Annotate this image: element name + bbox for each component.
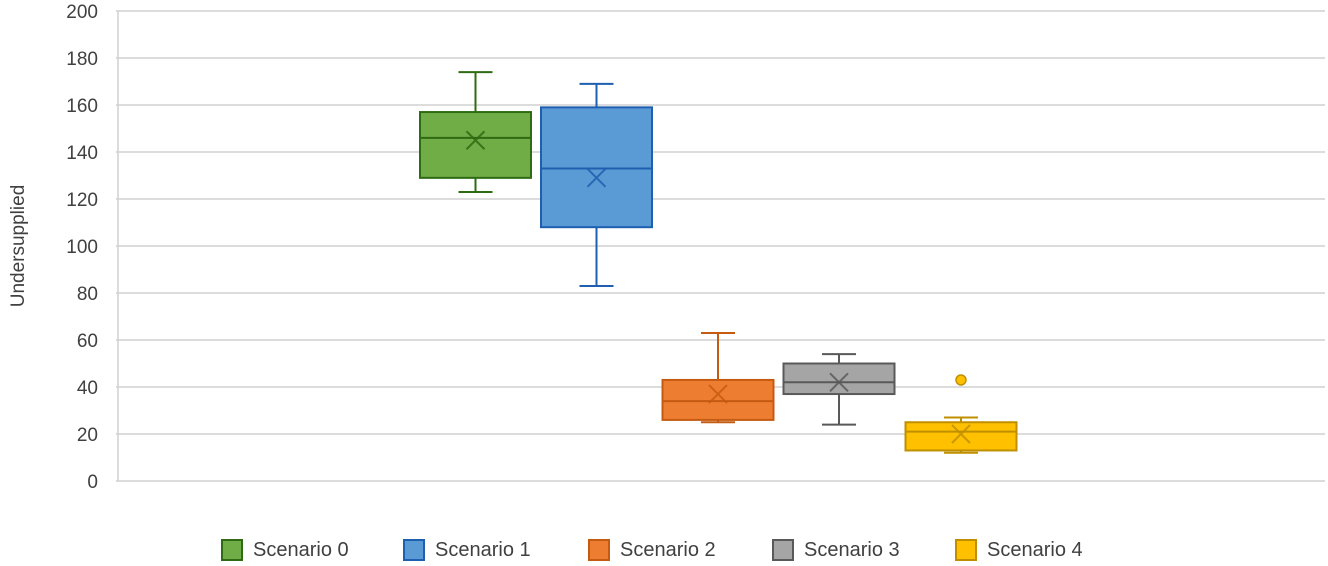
iqr-box xyxy=(540,106,653,229)
legend-item-scenario-1: Scenario 1 xyxy=(403,536,531,564)
legend-label: Scenario 3 xyxy=(804,538,900,561)
box-scenario-0 xyxy=(419,71,532,193)
legend-item-scenario-3: Scenario 3 xyxy=(772,536,900,564)
legend-swatch-icon xyxy=(588,539,610,561)
iqr-box xyxy=(782,362,896,396)
legend-label: Scenario 2 xyxy=(620,538,716,561)
y-tick-label: 0 xyxy=(87,472,98,493)
legend-label: Scenario 4 xyxy=(987,538,1083,561)
box-scenario-2 xyxy=(661,331,775,424)
legend-item-scenario-2: Scenario 2 xyxy=(588,536,716,564)
y-tick-label: 160 xyxy=(66,96,98,117)
iqr-box xyxy=(904,421,1018,452)
legend-swatch-icon xyxy=(221,539,243,561)
legend-label: Scenario 1 xyxy=(435,538,531,561)
y-tick-label: 80 xyxy=(77,284,98,305)
outlier-point xyxy=(955,374,967,386)
y-tick-label: 120 xyxy=(66,190,98,211)
box-scenario-1 xyxy=(540,82,653,287)
mean-marker-icon xyxy=(708,384,728,404)
y-tick-label: 40 xyxy=(77,378,98,399)
box-scenario-3 xyxy=(782,353,896,426)
y-tick-label: 180 xyxy=(66,49,98,70)
mean-marker-icon xyxy=(829,372,849,393)
y-tick-label: 60 xyxy=(77,331,98,352)
mean-marker-icon xyxy=(465,130,486,150)
y-tick-label: 140 xyxy=(66,143,98,164)
iqr-box xyxy=(661,378,775,421)
legend-label: Scenario 0 xyxy=(253,538,349,561)
legend-item-scenario-4: Scenario 4 xyxy=(955,536,1083,564)
legend-swatch-icon xyxy=(403,539,425,561)
y-axis-label: Undersupplied xyxy=(8,185,29,308)
y-tick-label: 100 xyxy=(66,237,98,258)
legend-item-scenario-0: Scenario 0 xyxy=(221,536,349,564)
legend-swatch-icon xyxy=(772,539,794,561)
legend-swatch-icon xyxy=(955,539,977,561)
legend: Scenario 0 Scenario 1 Scenario 2 Scenari… xyxy=(0,536,1328,566)
y-axis-ticks: 0 20 40 60 80 100 120 140 160 180 200 xyxy=(66,2,98,493)
y-tick-label: 20 xyxy=(77,425,98,446)
mean-marker-icon xyxy=(586,168,607,188)
box-series xyxy=(419,71,1018,454)
box-scenario-4 xyxy=(904,374,1018,454)
iqr-box xyxy=(419,111,532,179)
box-plot-chart: 0 20 40 60 80 100 120 140 160 180 200 Undersupplie… xyxy=(8,2,1325,493)
mean-marker-icon xyxy=(951,424,971,444)
y-tick-label: 200 xyxy=(66,2,98,23)
